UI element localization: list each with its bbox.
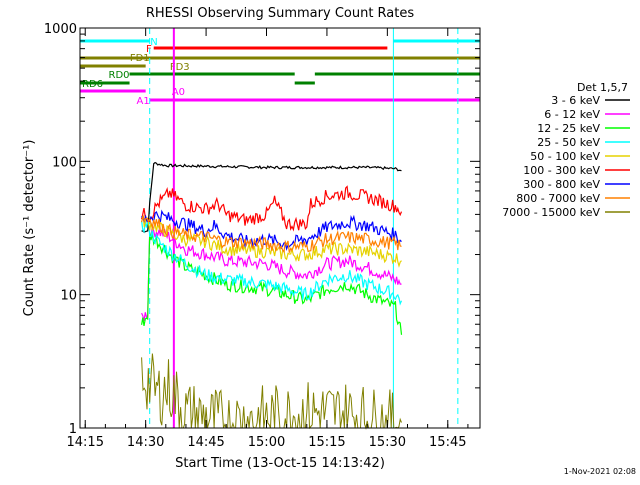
legend-label-5: 100 - 300 keV: [523, 164, 600, 177]
state-label-a1: A1: [136, 96, 149, 107]
series-line-7: [141, 215, 402, 254]
state-bars: [80, 39, 480, 102]
x-axis-label: Start Time (13-Oct-15 14:13:42): [175, 456, 385, 471]
x-tick-label-3: 15:00: [248, 435, 285, 450]
x-tick-label-1: 14:30: [127, 435, 164, 450]
x-tick-label-2: 14:45: [187, 435, 224, 450]
legend-label-8: 7000 - 15000 keV: [502, 206, 600, 219]
state-label-fd3: FD3: [170, 62, 190, 73]
y-tick-label-0: 1: [69, 422, 77, 437]
series-line-0: [141, 161, 402, 233]
legend-label-1: 6 - 12 keV: [544, 108, 600, 121]
series-line-8: [141, 353, 402, 430]
state-label-f: F: [146, 44, 152, 55]
legend-label-3: 25 - 50 keV: [537, 136, 600, 149]
x-tick-label-6: 15:45: [429, 435, 466, 450]
plot-frame: [79, 27, 481, 429]
axes: 14:15 14:30 14:45 15:00 15:15 15:30 15:45 1 10 10…: [44, 22, 480, 450]
series-line-4: [141, 214, 402, 268]
state-label-a0: A0: [172, 87, 185, 98]
y-tick-label-2: 100: [52, 155, 77, 170]
chart-title: RHESSI Observing Summary Count Rates: [146, 6, 415, 21]
state-label-rd0: RD0: [109, 70, 130, 81]
legend-label-0: 3 - 6 keV: [551, 94, 600, 107]
x-tick-label-5: 15:30: [369, 435, 406, 450]
series-line-3: [141, 220, 403, 306]
y-axis-label: Count Rate (s⁻¹ detector⁻¹): [22, 140, 37, 317]
data-series: [141, 161, 403, 430]
y-tick-label-3: 1000: [44, 22, 77, 37]
y-tick-label-1: 10: [60, 289, 77, 304]
legend-label-2: 12 - 25 keV: [537, 122, 600, 135]
legend-title: Det 1,5,7: [577, 81, 628, 94]
state-label-fd1: FD1: [130, 53, 150, 64]
series-line-2: [141, 232, 403, 335]
state-label-n: N: [150, 37, 157, 48]
x-tick-label-0: 14:15: [67, 435, 104, 450]
date-stamp: 1-Nov-2021 02:08: [564, 467, 636, 476]
series-line-1: [141, 224, 402, 322]
legend-label-4: 50 - 100 keV: [530, 150, 600, 163]
vertical-markers: [149, 28, 459, 428]
legend-label-6: 300 - 800 keV: [523, 178, 600, 191]
x-tick-label-4: 15:15: [308, 435, 345, 450]
legend-label-7: 800 - 7000 keV: [516, 192, 600, 205]
series-line-6: [141, 209, 402, 252]
state-label-rd6: RD6: [82, 79, 103, 90]
series-line-5: [141, 185, 403, 232]
